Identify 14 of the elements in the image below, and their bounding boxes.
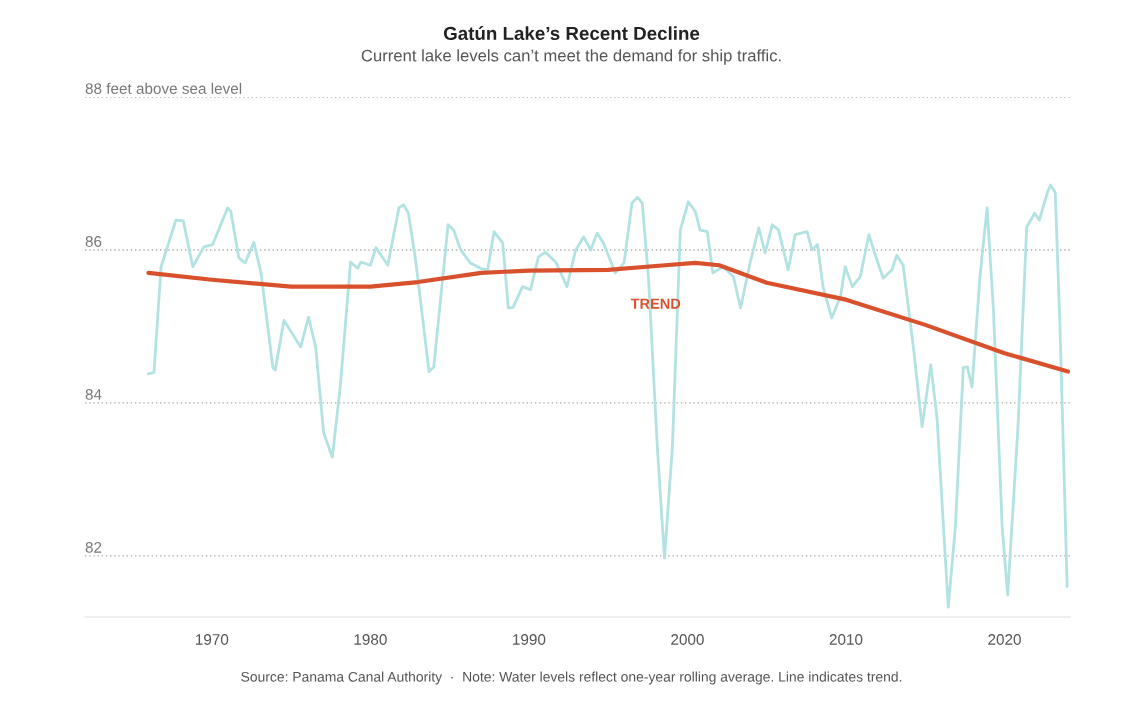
chart-title: Gatún Lake’s Recent Decline (443, 26, 700, 41)
x-tick-label: 1970 (196, 634, 229, 645)
x-tick-label: 2000 (671, 634, 704, 645)
y-tick-label: 86 (85, 236, 102, 247)
x-tick-label: 1990 (513, 634, 546, 645)
y-tick-label: 82 (85, 541, 102, 553)
chart-subtitle: Current lake levels can’t meet the demand for ship traffic. (361, 49, 781, 65)
x-tick-label: 1980 (354, 634, 387, 645)
x-tick-label: 2010 (829, 634, 863, 645)
source-note: Source: Panama Canal Authority · Note: Water levels reflect one-year rolling average. Line indicates trend. (241, 671, 902, 685)
y-tick-label: 84 (85, 389, 102, 400)
text: TREND (630, 298, 681, 309)
x-tick-label: 2020 (988, 634, 1021, 645)
y-tick-label: 88 feet above sea level (85, 82, 242, 94)
